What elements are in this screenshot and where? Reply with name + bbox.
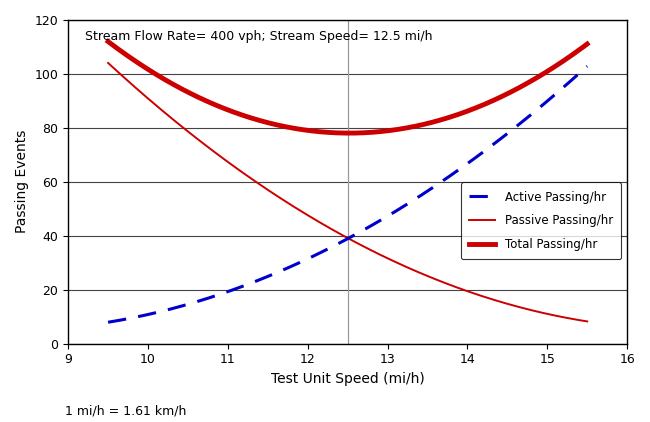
Text: 1 mi/h = 1.61 km/h: 1 mi/h = 1.61 km/h [65, 405, 187, 418]
Y-axis label: Passing Events: Passing Events [15, 130, 29, 233]
Legend: Active Passing/hr, Passive Passing/hr, Total Passing/hr: Active Passing/hr, Passive Passing/hr, T… [461, 182, 621, 259]
X-axis label: Test Unit Speed (mi/h): Test Unit Speed (mi/h) [271, 372, 424, 386]
Text: Stream Flow Rate= 400 vph; Stream Speed= 12.5 mi/h: Stream Flow Rate= 400 vph; Stream Speed=… [85, 30, 432, 43]
